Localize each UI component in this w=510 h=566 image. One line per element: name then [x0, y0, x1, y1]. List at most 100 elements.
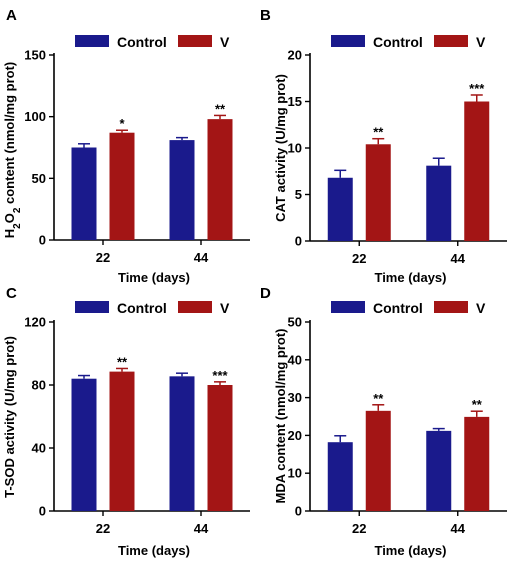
y-tick-label: 0 [295, 234, 302, 249]
y-tick-label: 5 [295, 187, 302, 202]
x-tick-label: 22 [96, 521, 110, 536]
bar-v-44 [207, 385, 233, 511]
error-bar [116, 129, 128, 133]
panel-label: A [6, 7, 17, 24]
bar-v-44 [207, 119, 233, 240]
legend-swatch-v [178, 35, 212, 47]
error-bar [116, 367, 128, 372]
panel-label: D [260, 285, 271, 302]
bar-v-44 [464, 101, 490, 241]
y-tick-label: 80 [32, 378, 46, 393]
bar-control-44 [426, 430, 452, 511]
x-tick-label: 44 [451, 521, 466, 536]
legend-label-v: V [220, 300, 230, 316]
y-tick-label: 30 [288, 390, 302, 405]
x-tick-label: 44 [194, 250, 209, 265]
significance-label: ** [117, 354, 128, 369]
x-tick-label: 44 [194, 521, 209, 536]
y-tick-label: 20 [288, 428, 302, 443]
legend-label-control: Control [373, 34, 423, 50]
legend-label-control: Control [117, 300, 167, 316]
error-bar [334, 169, 347, 178]
significance-label: *** [469, 81, 485, 96]
y-tick-label: 50 [288, 315, 302, 330]
error-bar [470, 94, 483, 102]
error-bar [214, 114, 226, 120]
x-tick-label: 44 [451, 251, 466, 266]
bar-control-44 [426, 165, 452, 241]
error-bar [176, 136, 188, 141]
legend-label-v: V [220, 34, 230, 50]
legend: Control V [75, 34, 230, 50]
panel-label: B [260, 7, 271, 24]
panel-C: C Control V 0 40 80 120 T-SOD activity (U/mg pr… [2, 285, 250, 558]
error-bar [78, 143, 90, 148]
x-tick-label: 22 [352, 251, 366, 266]
y-tick-label: 100 [24, 109, 46, 124]
legend: Control V [331, 300, 486, 316]
y-axis-title: H2O2 content (nmol/mg prot) [2, 62, 23, 239]
legend-swatch-control [75, 301, 109, 313]
bar-v-22 [109, 371, 135, 511]
legend-swatch-control [331, 35, 365, 47]
x-axis-title: Time (days) [374, 270, 446, 285]
x-tick-label: 22 [96, 250, 110, 265]
bar-control-44 [169, 376, 195, 511]
error-bar [432, 427, 445, 431]
bar-control-22 [327, 177, 353, 241]
x-tick-label: 22 [352, 521, 366, 536]
y-axis-title: CAT activity (U/mg prot) [273, 74, 288, 222]
legend-swatch-control [331, 301, 365, 313]
significance-label: *** [212, 368, 228, 383]
legend-swatch-v [178, 301, 212, 313]
error-bar [372, 404, 385, 411]
y-axis-title: MDA content (nmol/mg prot) [273, 329, 288, 504]
bar-v-22 [365, 410, 391, 511]
y-tick-label: 150 [24, 48, 46, 63]
significance-label: ** [472, 397, 483, 412]
bar-v-22 [109, 132, 135, 240]
x-axis-title: Time (days) [118, 270, 190, 285]
error-bar [214, 381, 226, 385]
legend-swatch-control [75, 35, 109, 47]
y-tick-label: 0 [39, 504, 46, 519]
y-tick-label: 0 [39, 233, 46, 248]
error-bar [432, 157, 445, 166]
bar-control-22 [327, 442, 353, 511]
significance-label: ** [373, 125, 384, 140]
x-axis-title: Time (days) [118, 543, 190, 558]
legend-swatch-v [434, 301, 468, 313]
legend-label-v: V [476, 34, 486, 50]
legend-label-control: Control [117, 34, 167, 50]
y-tick-label: 15 [288, 94, 302, 109]
bar-v-22 [365, 144, 391, 241]
bar-control-22 [71, 147, 97, 240]
legend-label-v: V [476, 300, 486, 316]
error-bar [470, 410, 483, 417]
y-tick-label: 120 [24, 315, 46, 330]
y-tick-label: 0 [295, 504, 302, 519]
y-axis-title: T-SOD activity (U/mg prot) [2, 336, 17, 498]
bar-v-44 [464, 416, 490, 511]
error-bar [334, 435, 347, 443]
x-axis-title: Time (days) [374, 543, 446, 558]
panel-label: C [6, 285, 17, 302]
bar-control-44 [169, 140, 195, 240]
significance-label: ** [373, 391, 384, 406]
y-tick-label: 10 [288, 466, 302, 481]
y-tick-label: 10 [288, 141, 302, 156]
legend-label-control: Control [373, 300, 423, 316]
bar-control-22 [71, 378, 97, 511]
legend: Control V [331, 34, 486, 50]
error-bar [78, 374, 90, 379]
y-tick-label: 50 [32, 171, 46, 186]
significance-label: ** [215, 101, 226, 116]
error-bar [372, 137, 385, 145]
legend-swatch-v [434, 35, 468, 47]
y-tick-label: 40 [288, 352, 302, 367]
significance-label: * [119, 116, 125, 131]
